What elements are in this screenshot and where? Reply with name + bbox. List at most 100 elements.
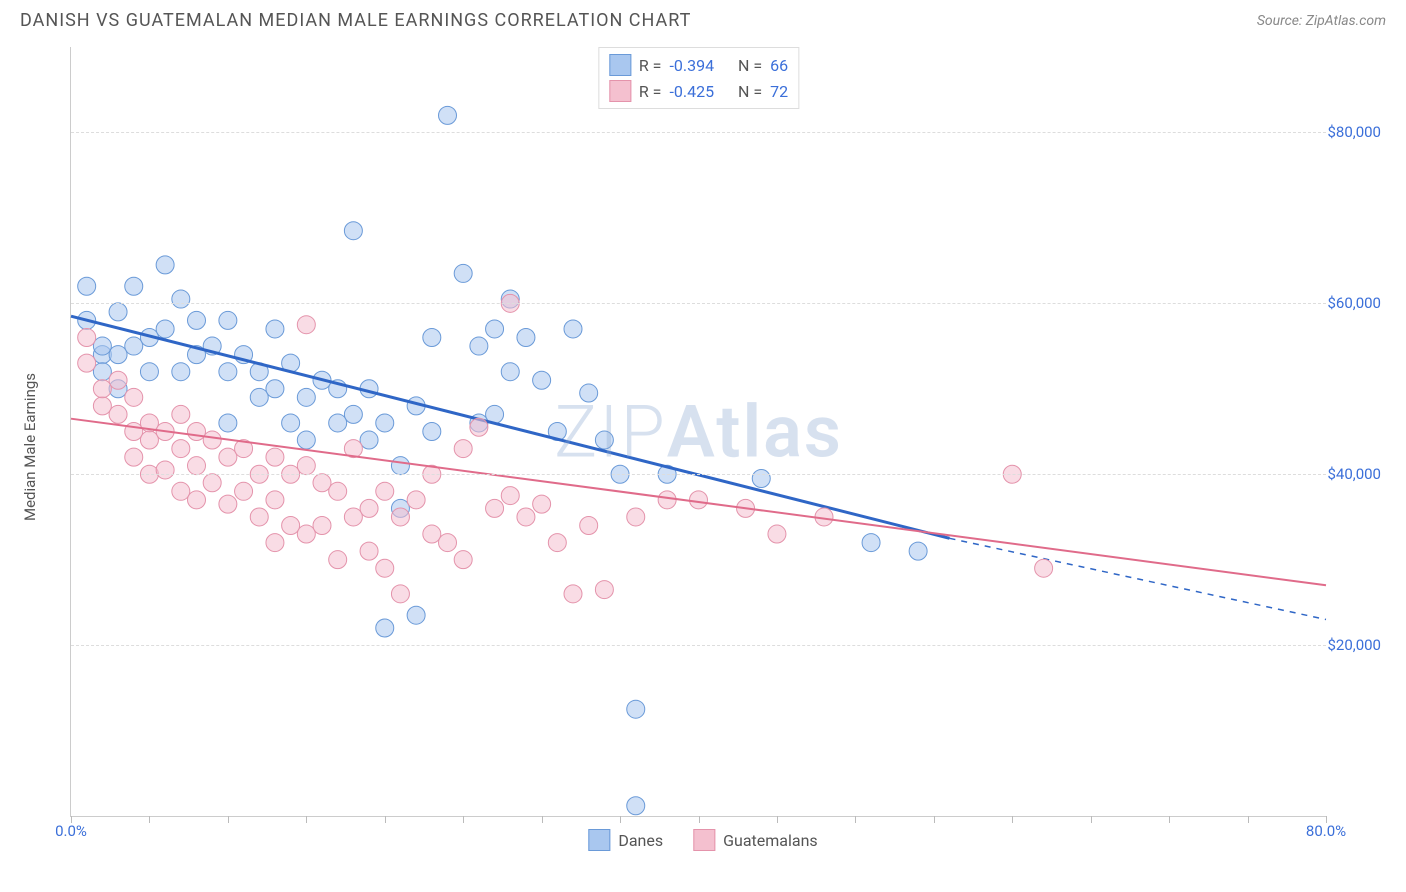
- data-point: [439, 106, 457, 124]
- data-point: [595, 581, 613, 599]
- gridline: [71, 303, 1326, 304]
- data-point: [172, 363, 190, 381]
- legend-item: Guatemalans: [693, 829, 818, 851]
- legend-stats-row-danes: R = -0.394 N = 66: [609, 52, 788, 78]
- data-point: [266, 320, 284, 338]
- x-tick: [855, 816, 856, 823]
- gridline: [71, 474, 1326, 475]
- data-point: [297, 431, 315, 449]
- data-point: [548, 534, 566, 552]
- data-point: [172, 405, 190, 423]
- data-point: [250, 508, 268, 526]
- data-point: [297, 316, 315, 334]
- legend-r-label: R =: [639, 56, 662, 75]
- legend-stats: R = -0.394 N = 66 R = -0.425 N = 72: [598, 47, 799, 109]
- data-point: [297, 525, 315, 543]
- legend-swatch-danes: [609, 54, 631, 76]
- data-point: [125, 388, 143, 406]
- data-point: [188, 457, 206, 475]
- y-tick-label: $20,000: [1327, 636, 1381, 654]
- data-point: [564, 585, 582, 603]
- data-point: [266, 380, 284, 398]
- data-point: [219, 448, 237, 466]
- legend-r-label: R =: [639, 82, 662, 101]
- data-point: [93, 363, 111, 381]
- data-point: [376, 559, 394, 577]
- data-point: [140, 431, 158, 449]
- data-point: [391, 585, 409, 603]
- data-point: [109, 405, 127, 423]
- data-point: [266, 534, 284, 552]
- data-point: [125, 448, 143, 466]
- x-tick-label: 0.0%: [55, 822, 87, 840]
- legend-r-value-guatemalans: -0.425: [669, 82, 714, 101]
- data-point: [93, 380, 111, 398]
- x-tick: [1169, 816, 1170, 823]
- data-point: [909, 542, 927, 560]
- data-point: [580, 516, 598, 534]
- data-point: [423, 525, 441, 543]
- data-point: [344, 405, 362, 423]
- legend-r-value-danes: -0.394: [669, 56, 714, 75]
- data-point: [219, 414, 237, 432]
- data-point: [172, 440, 190, 458]
- legend-swatch-guatemalans: [609, 80, 631, 102]
- legend-swatch: [693, 829, 715, 851]
- data-point: [329, 414, 347, 432]
- data-point: [533, 371, 551, 389]
- data-point: [188, 491, 206, 509]
- data-point: [93, 397, 111, 415]
- x-tick: [699, 816, 700, 823]
- data-point: [627, 700, 645, 718]
- gridline: [71, 645, 1326, 646]
- data-point: [172, 290, 190, 308]
- x-tick: [306, 816, 307, 823]
- y-tick-label: $40,000: [1327, 465, 1381, 483]
- data-point: [78, 354, 96, 372]
- x-tick: [463, 816, 464, 823]
- data-point: [203, 474, 221, 492]
- data-point: [564, 320, 582, 338]
- data-point: [313, 516, 331, 534]
- legend-n-label: N =: [738, 82, 762, 101]
- data-point: [297, 388, 315, 406]
- data-point: [360, 542, 378, 560]
- x-tick: [934, 816, 935, 823]
- data-point: [329, 482, 347, 500]
- data-point: [376, 619, 394, 637]
- data-point: [517, 508, 535, 526]
- data-point: [329, 551, 347, 569]
- data-point: [109, 371, 127, 389]
- data-point: [439, 534, 457, 552]
- data-point: [423, 329, 441, 347]
- x-tick: [777, 816, 778, 823]
- data-point: [391, 508, 409, 526]
- data-point: [188, 423, 206, 441]
- legend-n-label: N =: [738, 56, 762, 75]
- data-point: [156, 256, 174, 274]
- data-point: [360, 499, 378, 517]
- data-point: [454, 264, 472, 282]
- data-point: [580, 384, 598, 402]
- data-point: [407, 606, 425, 624]
- data-point: [391, 457, 409, 475]
- data-point: [627, 508, 645, 526]
- data-point: [125, 277, 143, 295]
- data-point: [140, 363, 158, 381]
- data-point: [486, 499, 504, 517]
- data-point: [376, 414, 394, 432]
- data-point: [93, 337, 111, 355]
- data-point: [235, 482, 253, 500]
- data-point: [533, 495, 551, 513]
- legend-n-value-guatemalans: 72: [770, 82, 788, 101]
- x-tick: [385, 816, 386, 823]
- data-point: [282, 516, 300, 534]
- legend-n-value-danes: 66: [770, 56, 788, 75]
- data-point: [313, 474, 331, 492]
- plot-region: ZIPAtlas R = -0.394 N = 66 R = -0.425 N …: [70, 47, 1326, 817]
- data-point: [627, 797, 645, 815]
- data-point: [219, 495, 237, 513]
- chart-header: DANISH VS GUATEMALAN MEDIAN MALE EARNING…: [0, 0, 1406, 37]
- legend-label: Guatemalans: [723, 831, 818, 850]
- data-point: [266, 491, 284, 509]
